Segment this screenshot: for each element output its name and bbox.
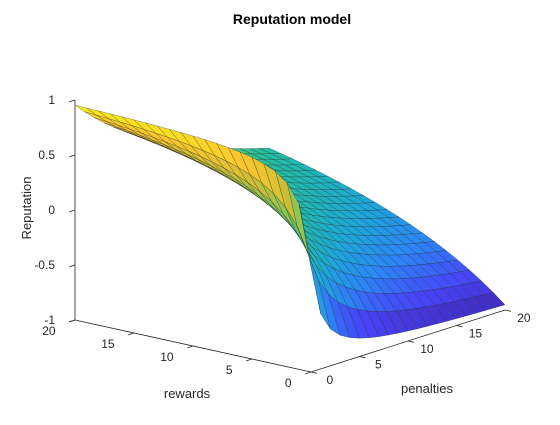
x-tick-label: 20: [517, 311, 531, 325]
x-tick-mark: [456, 325, 463, 328]
y-tick-mark: [305, 371, 312, 375]
y-tick-label: 5: [226, 363, 233, 377]
x-tick-mark: [310, 371, 317, 374]
chart-title: Reputation model: [233, 11, 351, 27]
x-tick-mark: [359, 356, 366, 359]
x-tick-label: 15: [469, 327, 483, 341]
surface-patch: [483, 292, 506, 308]
y-tick-label: 15: [101, 337, 115, 351]
y-tick-label: 0: [285, 376, 292, 390]
z-tick-mark: [69, 264, 76, 268]
surface-plot: [74, 105, 506, 339]
z-tick-label: 1: [48, 93, 55, 107]
y-tick-mark: [128, 332, 135, 336]
y-tick-label: 20: [42, 324, 56, 338]
z-tick-label: 0.5: [38, 148, 55, 162]
y-tick-mark: [187, 345, 194, 349]
z-tick-label: -0.5: [34, 258, 55, 272]
x-axis-label: penalties: [401, 381, 454, 396]
z-tick-mark: [69, 154, 76, 158]
y-tick-mark: [246, 358, 253, 362]
x-tick-mark: [504, 309, 511, 312]
x-tick-label: 0: [327, 373, 334, 387]
z-tick-label: -1: [44, 313, 55, 327]
y-tick-label: 10: [160, 350, 174, 364]
z-tick-mark: [69, 99, 76, 103]
z-axis-label: Reputation: [19, 177, 34, 240]
z-tick-mark: [69, 209, 76, 213]
x-tick-mark: [407, 340, 414, 343]
axis-lines: [74, 100, 506, 373]
z-tick-label: 0: [48, 203, 55, 217]
y-axis-label: rewards: [164, 386, 211, 401]
z-tick-mark: [69, 319, 76, 323]
x-tick-label: 5: [375, 358, 382, 372]
x-tick-label: 10: [420, 342, 434, 356]
